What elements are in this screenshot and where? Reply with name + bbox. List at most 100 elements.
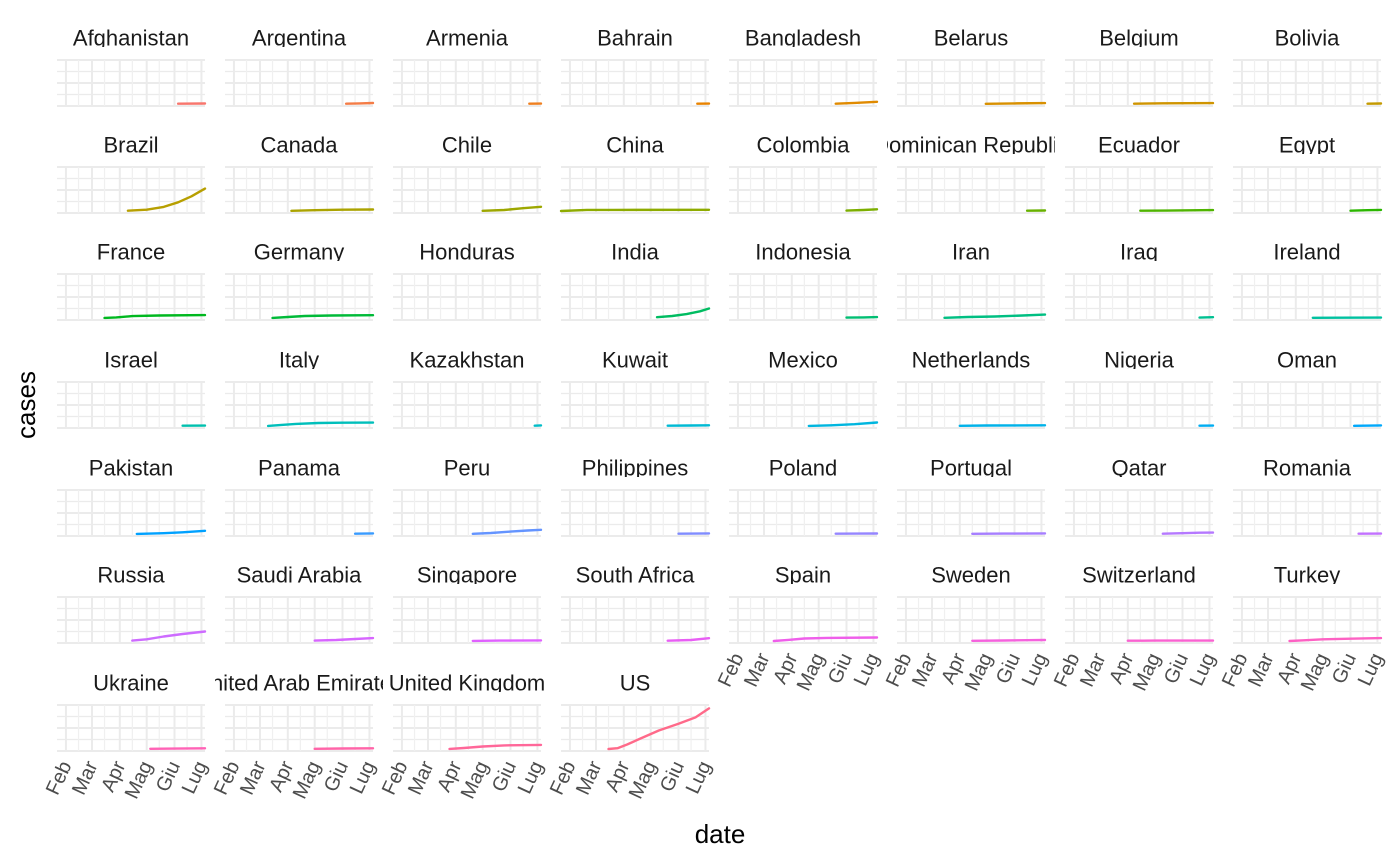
facet-panel: Iran — [897, 240, 1047, 321]
facet-strip-label: Italy — [279, 348, 319, 373]
series-line — [135, 529, 207, 536]
facet-grid — [729, 59, 877, 107]
facet-strip-label: Canada — [260, 133, 338, 158]
facet-grid — [393, 489, 541, 537]
facet-grid — [57, 489, 205, 537]
x-tick-label: Lug — [1186, 650, 1220, 690]
series-line — [971, 638, 1047, 642]
facet-strip-label: Ukraine — [93, 671, 169, 696]
facet-panel: Brazil — [57, 133, 207, 214]
facet-strip-label: Switzerland — [1082, 563, 1196, 588]
x-tick-label: Lug — [682, 758, 716, 798]
facet-panel: Ireland — [1233, 240, 1383, 321]
facet-strip-label: Singapore — [417, 563, 517, 588]
facet-panel: Peru — [393, 456, 543, 537]
series-line — [845, 208, 879, 212]
facet-panel: Singapore — [393, 563, 543, 644]
facet-strip-label: Bangladesh — [745, 26, 861, 51]
facet-panel: Kazakhstan — [393, 348, 543, 429]
facet-grid — [561, 489, 709, 537]
facet-panel: India — [561, 240, 711, 321]
series-line — [559, 208, 711, 213]
facet-panel: Ukraine — [57, 671, 207, 752]
facet-panel: Germany — [225, 240, 375, 321]
facet-grid — [225, 273, 373, 321]
x-tick-label: Mag — [1297, 650, 1333, 695]
x-tick-label: Feb — [210, 758, 245, 799]
facet-strip-label: Kuwait — [602, 348, 668, 373]
series-line — [1132, 101, 1215, 105]
facet-panel: Poland — [729, 456, 879, 537]
facet-grid — [561, 59, 709, 107]
facet-grid — [561, 273, 709, 321]
facet-strip-label: Bolivia — [1275, 26, 1341, 51]
facet-panel: Saudi Arabia — [225, 563, 375, 644]
facet-panel: Canada — [225, 133, 375, 214]
facet-panel: Pakistan — [57, 456, 207, 537]
series-line — [958, 424, 1047, 427]
facet-panel: China — [559, 133, 711, 214]
facet-strip-label: Kazakhstan — [410, 348, 525, 373]
facet-strip-label: Peru — [444, 456, 490, 481]
facet-grid — [729, 166, 877, 214]
facet-strip-label: Sweden — [931, 563, 1011, 588]
facet-grid — [1233, 381, 1381, 429]
facet-grid — [393, 166, 541, 214]
x-tick-label: Feb — [42, 758, 77, 799]
facet-grid — [393, 704, 541, 752]
facet-strip-label: South Africa — [576, 563, 695, 588]
series-line — [845, 315, 879, 319]
facet-panel: Russia — [57, 563, 207, 644]
facet-grid — [1065, 59, 1213, 107]
series-line — [344, 101, 375, 105]
facet-strip-label: Brazil — [103, 133, 158, 158]
series-line — [290, 208, 375, 213]
facet-strip-label: Spain — [775, 563, 831, 588]
facet-strip-label: Germany — [254, 240, 344, 265]
facet-panel: Nigeria — [1065, 348, 1215, 429]
series-line — [271, 314, 375, 320]
facet-grid — [225, 596, 373, 644]
facet-grid — [1065, 489, 1213, 537]
facet-strip-label: Netherlands — [912, 348, 1031, 373]
facet-panel: South Africa — [561, 563, 711, 644]
facet-strip-label: Philippines — [582, 456, 688, 481]
x-tick-label: Lug — [1354, 650, 1388, 690]
facet-grid — [729, 489, 877, 537]
x-axis-title: date — [695, 819, 746, 849]
series-line — [607, 707, 711, 751]
series-line — [807, 421, 879, 428]
facet-strip-label: Ecuador — [1098, 133, 1180, 158]
series-line — [1349, 208, 1383, 212]
x-tick-label: Mar — [1076, 650, 1111, 691]
facet-grid — [57, 273, 205, 321]
facet-strip-label: Afghanistan — [73, 26, 189, 51]
x-tick-label: Mar — [740, 650, 775, 691]
series-line — [1288, 636, 1383, 643]
facet-strip-label: Pakistan — [89, 456, 173, 481]
facet-strip-label: Poland — [769, 456, 838, 481]
facet-strip-label: Bahrain — [597, 26, 673, 51]
facet-strip-label: France — [97, 240, 165, 265]
facet-grid — [729, 381, 877, 429]
facet-panel: Iraq — [1065, 240, 1215, 321]
x-tick-label: Mag — [625, 758, 661, 803]
facet-strip-label: Belarus — [934, 26, 1009, 51]
facet-panel: France — [57, 240, 207, 321]
series-line — [772, 636, 879, 643]
x-tick-label: Mar — [1244, 650, 1279, 691]
series-line — [448, 743, 543, 751]
facet-grid — [1065, 273, 1213, 321]
facet-strip-label: Russia — [97, 563, 165, 588]
facet-panel: Argentina — [225, 26, 375, 107]
series-line — [149, 747, 207, 750]
series-line — [1139, 208, 1215, 212]
facet-panel: Chile — [393, 133, 543, 214]
facet-panel: Belarus — [897, 26, 1047, 107]
x-tick-label: Mag — [1129, 650, 1165, 695]
facet-panel: Colombia — [729, 133, 879, 214]
facet-panel: Honduras — [393, 240, 541, 321]
facet-grid — [1233, 489, 1381, 537]
facet-strip-label: Turkey — [1274, 563, 1340, 588]
